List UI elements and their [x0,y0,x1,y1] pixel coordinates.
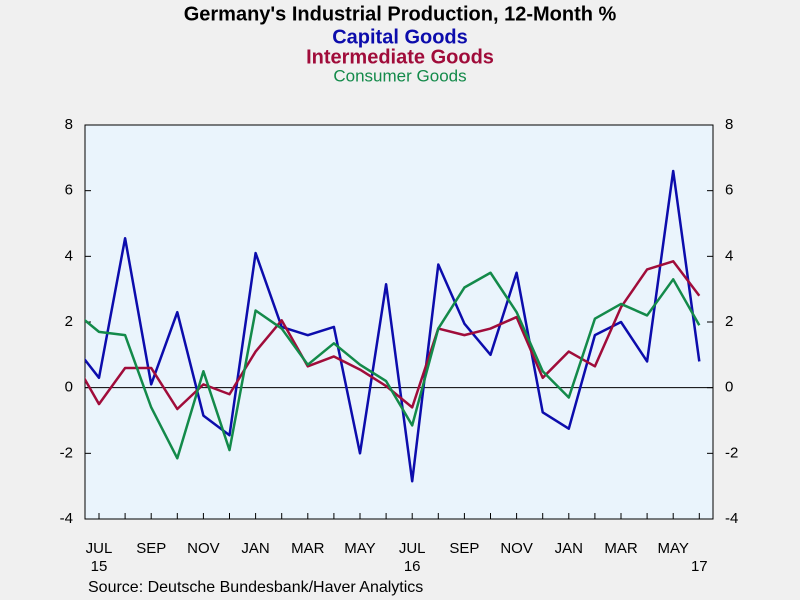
x-tick-label: NOV [500,540,533,557]
source: Source: Deutsche Bundesbank/Haver Analyt… [88,579,423,596]
legend-entry: Capital Goods [332,26,468,48]
y-tick-label: -4 [60,510,73,527]
y2-tick-label: 2 [725,313,733,330]
x-tick-label: JAN [241,540,269,557]
x-tick-label: MAY [657,540,688,557]
y2-tick-label: 8 [725,116,733,133]
x-tick-label: NOV [187,540,220,557]
x-year-label: 15 [91,558,108,575]
plot-area [84,124,714,520]
series-line [85,260,701,411]
series-line [85,271,701,460]
y2-tick-label: 6 [725,182,733,199]
legend-entry: Intermediate Goods [306,46,494,68]
legend-entry: Consumer Goods [333,66,466,85]
x-tick-label: JUL [399,540,426,557]
series-line [85,169,701,483]
y-tick-label: 2 [65,313,73,330]
y2-tick-label: 0 [725,379,733,396]
y-tick-label: -2 [60,444,73,461]
x-tick-label: SEP [136,540,166,557]
chart-title: Germany's Industrial Production, 12-Mont… [184,3,617,25]
x-tick-label: MAY [344,540,375,557]
y-tick-label: 8 [65,116,73,133]
y2-tick-label: -4 [725,510,738,527]
y-tick-label: 0 [65,379,73,396]
x-tick-label: JAN [555,540,583,557]
x-year-label: 17 [691,558,708,575]
x-tick-label: JUL [86,540,113,557]
x-tick-label: SEP [449,540,479,557]
x-tick-label: MAR [604,540,638,557]
y-tick-label: 6 [65,182,73,199]
x-tick-label: MAR [291,540,325,557]
y2-tick-label: 4 [725,247,733,264]
y-tick-label: 4 [65,247,73,264]
x-year-label: 16 [404,558,421,575]
y2-tick-label: -2 [725,444,738,461]
